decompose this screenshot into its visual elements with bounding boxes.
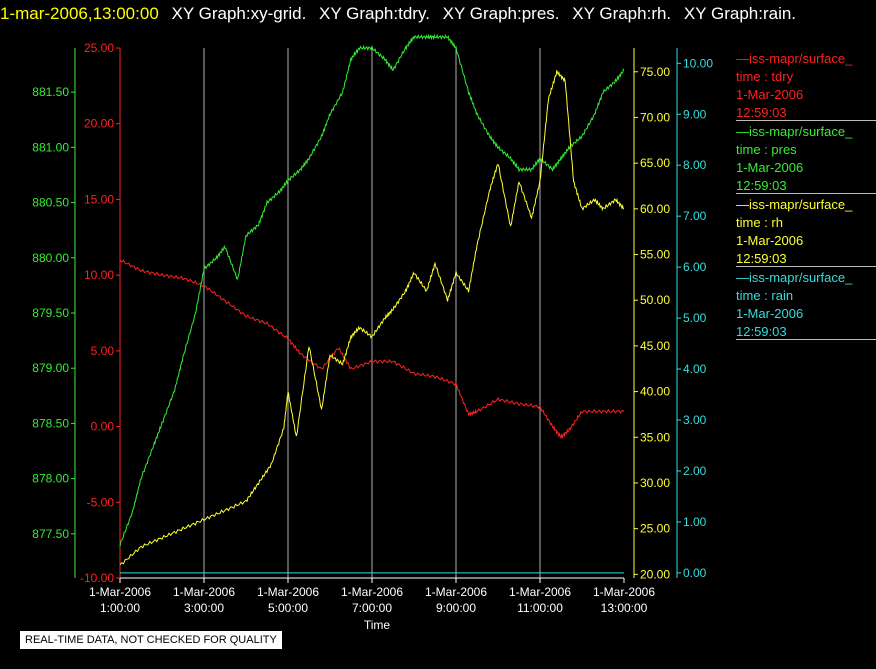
- y-tick-label-pres: 878.50: [32, 416, 69, 430]
- legend: —iss-mapr/surface_ time : tdry 1-Mar-200…: [736, 48, 876, 340]
- series-line-tdry: [119, 259, 625, 440]
- y-tick-label-rh: 70.00: [640, 110, 670, 124]
- y-tick-label-rh: 20.00: [640, 567, 670, 581]
- y-tick-label-pres: 881.50: [32, 85, 69, 99]
- legend-date: 1-Mar-2006: [736, 306, 804, 321]
- y-tick-label-tdry: 15.00: [84, 192, 114, 206]
- x-tick-label: 1-Mar-2006: [509, 585, 571, 599]
- legend-name: —iss-mapr/surface_: [736, 197, 853, 212]
- header-graph-pres[interactable]: XY Graph:pres.: [442, 4, 560, 23]
- legend-var: time : pres: [736, 142, 797, 157]
- y-tick-label-rain: 2.00: [683, 464, 707, 478]
- x-tick-label: 7:00:00: [352, 601, 392, 615]
- legend-name: —iss-mapr/surface_: [736, 270, 853, 285]
- x-tick-label: 11:00:00: [517, 601, 563, 615]
- y-tick-label-tdry: 25.00: [84, 41, 114, 55]
- y-tick-label-rh: 25.00: [640, 522, 670, 536]
- series-line-pres: [119, 33, 625, 547]
- x-tick-label: 1-Mar-2006: [89, 585, 151, 599]
- x-axis-ticks: 1-Mar-2006 1:00:00 1-Mar-2006 3:00:00 1-Mar-…: [89, 578, 655, 615]
- x-tick-label: 1-Mar-2006: [257, 585, 319, 599]
- y-tick-label-rh: 35.00: [640, 430, 670, 444]
- y-tick-label-pres: 877.50: [32, 527, 69, 541]
- y-tick-label-rain: 9.00: [683, 107, 707, 121]
- x-tick-label: 1-Mar-2006: [425, 585, 487, 599]
- y-tick-label-tdry: 20.00: [84, 117, 114, 131]
- y-tick-label-tdry: 10.00: [84, 268, 114, 282]
- header-graph-xy-grid[interactable]: XY Graph:xy-grid.: [171, 4, 307, 23]
- y-tick-label-tdry: -10.00: [80, 571, 114, 585]
- y-tick-label-pres: 880.00: [32, 251, 69, 265]
- y-tick-label-tdry: -5.00: [87, 495, 115, 509]
- legend-date: 1-Mar-2006: [736, 160, 804, 175]
- legend-entry-rh[interactable]: —iss-mapr/surface_ time : rh 1-Mar-2006 …: [736, 194, 876, 267]
- grid-lines: [203, 48, 541, 578]
- header-graph-rh[interactable]: XY Graph:rh.: [572, 4, 672, 23]
- legend-entry-rain[interactable]: —iss-mapr/surface_ time : rain 1-Mar-200…: [736, 267, 876, 340]
- y-tick-label-rain: 0.00: [683, 566, 707, 580]
- y-tick-label-rh: 30.00: [640, 476, 670, 490]
- legend-var: time : rain: [736, 288, 794, 303]
- y-tick-label-rh: 60.00: [640, 202, 670, 216]
- header-time: 1-mar-2006,13:00:00: [0, 4, 159, 23]
- legend-name: —iss-mapr/surface_: [736, 124, 853, 139]
- legend-time: 12:59:03: [736, 105, 787, 120]
- y-tick-label-rain: 5.00: [683, 311, 707, 325]
- header-graph-rain[interactable]: XY Graph:rain.: [683, 4, 797, 23]
- x-tick-label: 5:00:00: [268, 601, 308, 615]
- y-tick-label-rh: 40.00: [640, 385, 670, 399]
- axes: -10.00 -5.00 0.00 5.00 10.00 15.00 20.00 25.00 8…: [32, 41, 713, 585]
- y-tick-label-rh: 65.00: [640, 156, 670, 170]
- legend-name: —iss-mapr/surface_: [736, 51, 853, 66]
- legend-entry-tdry[interactable]: —iss-mapr/surface_ time : tdry 1-Mar-200…: [736, 48, 876, 121]
- y-tick-label-rain: 10.00: [683, 56, 713, 70]
- y-tick-label-pres: 880.50: [32, 196, 69, 210]
- y-tick-label-rain: 3.00: [683, 413, 707, 427]
- graph-header: 1-mar-2006,13:00:00 XY Graph:xy-grid. XY…: [0, 3, 796, 25]
- header-graph-tdry[interactable]: XY Graph:tdry.: [319, 4, 430, 23]
- y-tick-label-rain: 1.00: [683, 515, 707, 529]
- legend-time: 12:59:03: [736, 251, 787, 266]
- y-tick-label-rain: 6.00: [683, 260, 707, 274]
- x-tick-label: 1-Mar-2006: [173, 585, 235, 599]
- y-tick-label-rh: 45.00: [640, 339, 670, 353]
- y-tick-label-rh: 75.00: [640, 65, 670, 79]
- y-tick-label-tdry: 0.00: [91, 420, 115, 434]
- y-tick-label-rain: 8.00: [683, 158, 707, 172]
- x-tick-label: 1:00:00: [100, 601, 140, 615]
- legend-var: time : rh: [736, 215, 783, 230]
- y-tick-label-rh: 55.00: [640, 248, 670, 262]
- x-tick-label: 1-Mar-2006: [341, 585, 403, 599]
- x-tick-label: 9:00:00: [436, 601, 476, 615]
- x-axis-label: Time: [364, 618, 391, 632]
- x-tick-label: 13:00:00: [601, 601, 648, 615]
- legend-var: time : tdry: [736, 69, 794, 84]
- legend-date: 1-Mar-2006: [736, 233, 804, 248]
- y-tick-label-pres: 879.00: [32, 361, 69, 375]
- y-tick-label-rain: 7.00: [683, 209, 707, 223]
- x-tick-label: 3:00:00: [184, 601, 224, 615]
- legend-date: 1-Mar-2006: [736, 87, 804, 102]
- y-tick-label-rain: 4.00: [683, 362, 707, 376]
- y-tick-label-tdry: 5.00: [91, 344, 115, 358]
- y-tick-label-pres: 879.50: [32, 306, 69, 320]
- series-line-rh: [119, 70, 625, 566]
- quality-disclaimer: REAL-TIME DATA, NOT CHECKED FOR QUALITY: [20, 631, 282, 649]
- legend-time: 12:59:03: [736, 178, 787, 193]
- series-lines: [119, 33, 625, 574]
- y-tick-label-pres: 881.00: [32, 140, 69, 154]
- legend-entry-pres[interactable]: —iss-mapr/surface_ time : pres 1-Mar-200…: [736, 121, 876, 194]
- legend-time: 12:59:03: [736, 324, 787, 339]
- x-tick-label: 1-Mar-2006: [593, 585, 655, 599]
- y-tick-label-pres: 878.00: [32, 472, 69, 486]
- y-tick-label-rh: 50.00: [640, 293, 670, 307]
